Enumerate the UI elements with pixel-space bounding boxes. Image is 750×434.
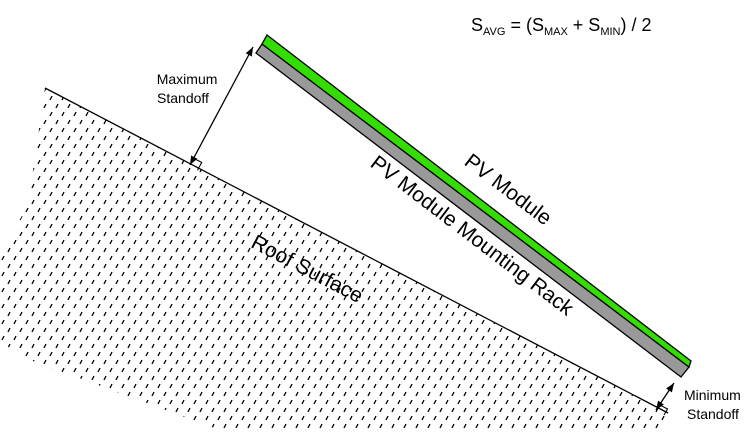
average-standoff-formula: SAVG = (SMAX + SMIN) / 2 (471, 15, 652, 38)
max-standoff-dimension (189, 46, 254, 166)
formula-sub-min: MIN (600, 26, 620, 38)
min-standoff-dimension (655, 382, 675, 411)
roof-surface-line (44, 87, 669, 414)
max-standoff-line1: Maximum (157, 71, 218, 87)
formula-sub-max: MAX (544, 26, 569, 38)
formula-sub-avg: AVG (483, 26, 505, 38)
min-standoff-label: Minimum Standoff (684, 387, 745, 422)
roof-body (0, 88, 665, 430)
min-standoff-right-angle (659, 404, 669, 416)
formula-t3: + S (568, 15, 601, 35)
min-standoff-line2: Standoff (687, 406, 739, 422)
max-standoff-right-angle (193, 157, 203, 171)
max-standoff-line2: Standoff (157, 90, 209, 106)
formula-t2: = (S (505, 15, 544, 35)
formula-s1: S (471, 15, 483, 35)
min-standoff-line1: Minimum (684, 387, 741, 403)
max-standoff-label: Maximum Standoff (157, 71, 222, 106)
formula-t4: ) / 2 (621, 15, 652, 35)
pv-module-shape (261, 34, 692, 369)
